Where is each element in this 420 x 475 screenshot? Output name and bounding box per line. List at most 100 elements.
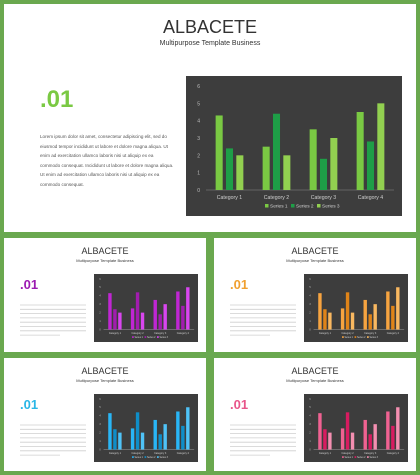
thumb-chart-category-label: Category 4 (387, 332, 400, 335)
thumb-chart: 0 1 2 3 4 5 6 Category 1 Category 2 Category 3 Cat… (304, 394, 408, 462)
thumb-chart-bar (140, 312, 145, 330)
thumb-chart-legend-label: Series 1 (344, 456, 353, 459)
thumb-slide-2[interactable]: ALBACETE Multipurpose Template Business .0… (214, 238, 416, 352)
thumb-chart-legend-swatch (354, 456, 357, 458)
main-chart-bar (377, 103, 385, 190)
thumb-chart-bar (373, 304, 377, 330)
thumb-chart-bar (153, 299, 157, 330)
thumb-chart-category-label: Category 4 (177, 332, 190, 335)
thumb-chart-bar (181, 425, 185, 450)
main-chart-bar (272, 113, 281, 190)
thumb-title: ALBACETE (81, 246, 129, 256)
main-chart-legend-label: Series 3 (322, 204, 340, 210)
thumb-chart-bar (118, 312, 122, 330)
thumb-chart-ytick: 1 (309, 440, 311, 443)
thumb-chart-bar (176, 291, 180, 330)
thumb-chart-bar (391, 425, 395, 450)
thumb-chart-bar (345, 292, 350, 330)
thumb-chart-ytick: 2 (309, 432, 311, 435)
main-chart-legend-swatch (291, 204, 295, 208)
thumb-chart-bar (318, 293, 322, 330)
thumb-chart-category-label: Category 3 (154, 452, 167, 455)
thumb-chart-bar (386, 291, 390, 330)
thumb-chart-category-label: Category 1 (109, 452, 122, 455)
thumb-chart-legend-label: Series 2 (357, 336, 366, 339)
main-slide[interactable]: ALBACETE Multipurpose Template Business … (4, 4, 416, 232)
thumb-subtitle: Multipurpose Template Business (76, 258, 134, 263)
thumb-slide-1[interactable]: ALBACETE Multipurpose Template Business .0… (4, 238, 206, 352)
thumb-chart-legend-swatch (132, 336, 134, 338)
slide-subtitle: Multipurpose Template Business (159, 40, 261, 47)
thumb-chart-bar (323, 429, 327, 450)
thumb-chart-category-label: Category 2 (341, 452, 354, 455)
thumb-chart-bar (318, 413, 322, 450)
thumb-chart-legend-label: Series 2 (357, 456, 366, 459)
thumb-chart-bar (140, 432, 145, 450)
thumb-chart-bar (368, 434, 372, 450)
thumb-slide-4[interactable]: ALBACETE Multipurpose Template Business .0… (214, 358, 416, 471)
thumb-chart-bar (340, 428, 345, 450)
thumb-chart-legend-swatch (342, 336, 344, 338)
thumb-chart-ytick: 6 (309, 398, 311, 401)
thumb-chart-legend-swatch (157, 456, 159, 458)
main-chart: 0 1 2 3 4 5 6 Category 1 Category 2 Category 3 Cat… (186, 76, 402, 216)
thumb-chart-bar (386, 411, 390, 450)
main-chart-category-label: Category 2 (264, 195, 289, 201)
thumb-chart-legend-label: Series 3 (159, 336, 168, 339)
thumb-chart-ytick: 1 (99, 320, 101, 323)
thumb-chart-legend-swatch (367, 336, 369, 338)
thumb-chart-ytick: 0 (99, 328, 101, 331)
thumb-chart-legend-swatch (144, 336, 147, 338)
thumb-chart-bar (350, 312, 355, 330)
main-chart-ytick: 0 (197, 188, 200, 194)
thumb-chart-ytick: 0 (99, 448, 101, 451)
thumb-chart-bar (363, 419, 367, 450)
main-chart-ytick: 6 (197, 84, 200, 90)
thumb-chart-category-label: Category 4 (177, 452, 190, 455)
thumb-chart-bar (113, 309, 117, 330)
thumb-chart-bar (328, 432, 332, 450)
thumb-chart-ytick: 0 (309, 448, 311, 451)
bar-chart-svg: 0 1 2 3 4 5 6 Category 1 Category 2 Category 3 Cat… (197, 84, 394, 210)
slide-title: ALBACETE (162, 17, 258, 37)
thumb-chart-legend-label: Series 1 (134, 336, 143, 339)
thumb-slide-3[interactable]: ALBACETE Multipurpose Template Business .0… (4, 358, 206, 471)
thumb-chart: 0 1 2 3 4 5 6 Category 1 Category 2 Category 3 Cat… (94, 274, 198, 342)
thumb-chart-ytick: 5 (309, 406, 311, 409)
thumb-chart-category-label: Category 1 (109, 332, 122, 335)
thumb-chart-bar (340, 308, 345, 330)
main-chart-ytick: 4 (197, 119, 200, 125)
thumb-chart-ytick: 3 (99, 303, 101, 306)
main-chart-legend-label: Series 2 (296, 204, 314, 210)
thumb-text-lines (20, 304, 86, 336)
main-chart-bar (309, 129, 317, 190)
thumb-chart-category-label: Category 4 (387, 452, 400, 455)
thumb-chart-category-label: Category 2 (131, 452, 144, 455)
thumb-chart-category-label: Category 3 (154, 332, 167, 335)
thumb-text-lines (20, 424, 86, 456)
thumb-chart-bar (373, 424, 377, 450)
thumb-bar-chart-svg: 0 1 2 3 4 5 6 Category 1 Category 2 Category 3 Cat… (309, 278, 405, 339)
main-chart-category-label: Category 1 (217, 195, 242, 201)
main-chart-category-label: Category 3 (311, 195, 336, 201)
thumb-chart-ytick: 4 (309, 415, 311, 418)
section-number: .01 (40, 86, 74, 113)
thumb-chart-ytick: 4 (309, 295, 311, 298)
thumb-chart-bar (391, 305, 395, 330)
thumb-chart-bar (113, 429, 117, 450)
thumb-chart-bar (345, 412, 350, 450)
main-chart-bar (262, 146, 270, 190)
main-chart-bar (366, 141, 375, 190)
thumb-chart-legend-label: Series 2 (147, 456, 156, 459)
thumb-chart-legend-label: Series 3 (159, 456, 168, 459)
thumb-chart-bar (163, 424, 167, 450)
thumb-number: .01 (20, 397, 39, 412)
thumb-chart-legend-label: Series 1 (344, 336, 353, 339)
thumb-chart-bar (176, 411, 180, 450)
main-chart-bar (319, 158, 328, 190)
main-chart-bar (283, 155, 291, 190)
thumb-chart-bar (328, 312, 332, 330)
thumb-chart-ytick: 3 (309, 303, 311, 306)
thumb-chart-bar (323, 309, 327, 330)
main-chart-bar (236, 155, 244, 190)
